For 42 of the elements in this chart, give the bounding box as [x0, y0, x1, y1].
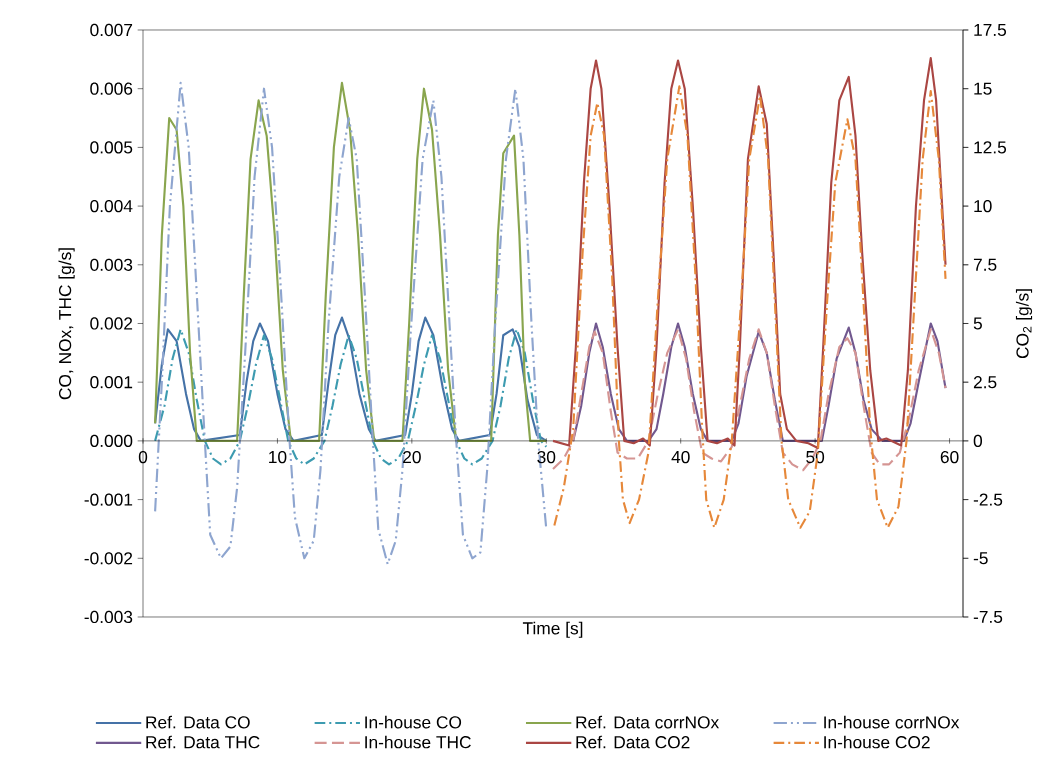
- y2-tick-label: 12.5: [974, 141, 1007, 154]
- y-tick-label: 0.007: [90, 23, 133, 37]
- y-tick-label: 0.001: [90, 376, 133, 389]
- y2-axis-title: CO$_{2}$ [g/s]: [1015, 289, 1033, 359]
- y2-tick-label: 2.5: [973, 376, 997, 389]
- y-tick-label: -0.002: [84, 552, 133, 565]
- y-tick-label: 0.006: [90, 82, 133, 95]
- y2-tick-label: 7.5: [973, 258, 997, 271]
- y2-tick-label: 5: [973, 317, 982, 330]
- legend-label: Ref. Data CO: [146, 715, 250, 729]
- x-tick-label: 50: [806, 450, 825, 464]
- y-tick-label: 0.000: [90, 434, 133, 448]
- legend-label: In-house CO: [365, 715, 462, 729]
- x-tick-label: 30: [537, 450, 556, 464]
- x-tick-label: 40: [671, 450, 690, 464]
- x-tick-label: 10: [269, 450, 287, 464]
- y2-tick-label: 15: [974, 82, 992, 95]
- y-tick-label: 0.002: [90, 317, 133, 330]
- y-tick-label: 0.004: [90, 199, 133, 213]
- x-tick-label: 0: [138, 450, 148, 464]
- legend-label: In-house corrNOx: [824, 715, 960, 729]
- y2-tick-label: 10: [974, 199, 992, 213]
- y2-tick-label: 0: [973, 434, 983, 448]
- y2-tick-label: 17.5: [974, 23, 1007, 37]
- y2-tick-label: -2.5: [973, 493, 1003, 506]
- y-tick-label: 0.005: [90, 141, 133, 154]
- legend-label: Ref. Data THC: [146, 735, 260, 749]
- legend-label: Ref. Data corrNOx: [576, 715, 720, 729]
- legend-label: Ref. Data CO2: [576, 735, 690, 749]
- legend-label: In-house CO2: [824, 735, 930, 749]
- line-series: [154, 316, 548, 442]
- y-axis-title: CO, NOx, THC [g/s]: [58, 248, 75, 400]
- x-tick-label: 20: [403, 450, 421, 464]
- x-axis-title: Time [s]: [522, 621, 583, 638]
- y-tick-label: 0.003: [90, 258, 133, 271]
- line-series: [551, 57, 947, 449]
- x-tick-label: 60: [940, 450, 959, 464]
- legend-label: In-house THC: [365, 735, 471, 749]
- y-tick-label: -0.003: [84, 610, 133, 624]
- y2-tick-label: -5: [973, 552, 988, 565]
- y2-tick-label: -7.5: [973, 610, 1003, 624]
- y-tick-label: -0.001: [84, 493, 133, 506]
